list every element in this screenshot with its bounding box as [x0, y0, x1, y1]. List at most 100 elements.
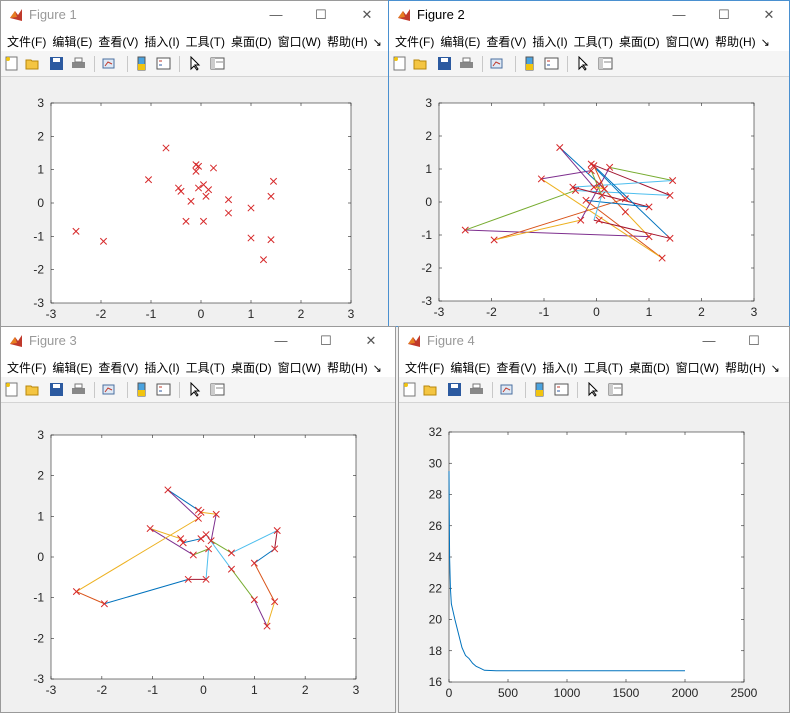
- menu-insert[interactable]: 插入(I): [144, 35, 180, 49]
- save-icon[interactable]: [447, 382, 462, 397]
- menu-window[interactable]: 窗口(W): [277, 35, 321, 49]
- y-tick-label: -1: [421, 228, 432, 242]
- figure-1-titlebar[interactable]: Figure 1 — ☐ ✕: [1, 1, 388, 29]
- open-file-icon[interactable]: [423, 382, 438, 397]
- menu-tools[interactable]: 工具(T): [185, 35, 225, 49]
- y-tick-label: 20: [429, 613, 443, 627]
- maximize-button[interactable]: ☐: [320, 333, 332, 348]
- menu-overflow-icon[interactable]: ↘: [770, 363, 780, 375]
- link-plot-icon[interactable]: [101, 56, 116, 71]
- insert-legend-icon[interactable]: [554, 382, 569, 397]
- minimize-button[interactable]: —: [274, 333, 288, 348]
- menu-edit[interactable]: 编辑(E): [52, 35, 93, 49]
- menu-file[interactable]: 文件(F): [7, 361, 47, 375]
- save-icon[interactable]: [49, 382, 64, 397]
- insert-colorbar-icon[interactable]: [522, 56, 537, 71]
- maximize-button[interactable]: ☐: [315, 7, 327, 22]
- menu-edit[interactable]: 编辑(E): [52, 361, 93, 375]
- new-figure-icon[interactable]: [402, 382, 417, 397]
- menu-help[interactable]: 帮助(H): [724, 361, 766, 375]
- link-plot-icon[interactable]: [101, 382, 116, 397]
- edit-plot-icon[interactable]: [188, 382, 203, 397]
- menu-desktop[interactable]: 桌面(D): [618, 35, 660, 49]
- maximize-button[interactable]: ☐: [718, 7, 730, 22]
- maximize-button[interactable]: ☐: [748, 333, 760, 348]
- y-tick-label: 30: [429, 456, 443, 470]
- menu-help[interactable]: 帮助(H): [326, 35, 368, 49]
- open-file-icon[interactable]: [413, 56, 428, 71]
- insert-colorbar-icon[interactable]: [532, 382, 547, 397]
- close-button[interactable]: ✕: [361, 7, 373, 22]
- menu-overflow-icon[interactable]: ↘: [372, 37, 382, 49]
- menu-window[interactable]: 窗口(W): [675, 361, 719, 375]
- link-plot-icon[interactable]: [499, 382, 514, 397]
- menu-insert[interactable]: 插入(I): [532, 35, 568, 49]
- menu-view[interactable]: 查看(V): [98, 361, 139, 375]
- menu-overflow-icon[interactable]: ↘: [760, 37, 770, 49]
- figure-2-titlebar[interactable]: Figure 2 — ☐ ✕: [389, 1, 789, 29]
- menu-tools[interactable]: 工具(T): [185, 361, 225, 375]
- menu-insert[interactable]: 插入(I): [542, 361, 578, 375]
- route-segment: [266, 601, 276, 627]
- menu-file[interactable]: 文件(F): [405, 361, 445, 375]
- open-file-icon[interactable]: [25, 382, 40, 397]
- menu-view[interactable]: 查看(V): [496, 361, 537, 375]
- menu-tools[interactable]: 工具(T): [573, 35, 613, 49]
- new-figure-icon[interactable]: [4, 56, 19, 71]
- axes-box[interactable]: [438, 102, 755, 302]
- minimize-button[interactable]: —: [702, 333, 716, 348]
- close-button[interactable]: ✕: [763, 7, 775, 22]
- save-icon[interactable]: [437, 56, 452, 71]
- print-icon[interactable]: [459, 56, 474, 71]
- print-icon[interactable]: [71, 56, 86, 71]
- route-segment: [585, 199, 663, 259]
- property-inspector-icon[interactable]: [608, 382, 623, 397]
- property-inspector-icon[interactable]: [598, 56, 613, 71]
- menu-file[interactable]: 文件(F): [7, 35, 47, 49]
- x-tick-label: 500: [498, 686, 518, 700]
- menu-window[interactable]: 窗口(W): [277, 361, 321, 375]
- y-tick-label: 1: [425, 162, 432, 176]
- menu-view[interactable]: 查看(V): [98, 35, 139, 49]
- menu-insert[interactable]: 插入(I): [144, 361, 180, 375]
- edit-plot-icon[interactable]: [188, 56, 203, 71]
- data-point-marker: [556, 143, 564, 152]
- axes-box[interactable]: [448, 431, 745, 683]
- menu-tools[interactable]: 工具(T): [583, 361, 623, 375]
- print-icon[interactable]: [71, 382, 86, 397]
- insert-colorbar-icon[interactable]: [134, 382, 149, 397]
- minimize-button[interactable]: —: [672, 7, 686, 22]
- figure-toolbar: [1, 377, 395, 403]
- property-inspector-icon[interactable]: [210, 56, 225, 71]
- menu-edit[interactable]: 编辑(E): [440, 35, 481, 49]
- property-inspector-icon[interactable]: [210, 382, 225, 397]
- menu-edit[interactable]: 编辑(E): [450, 361, 491, 375]
- axes-box[interactable]: [50, 434, 357, 680]
- new-figure-icon[interactable]: [392, 56, 407, 71]
- edit-plot-icon[interactable]: [586, 382, 601, 397]
- print-icon[interactable]: [469, 382, 484, 397]
- insert-legend-icon[interactable]: [544, 56, 559, 71]
- menu-view[interactable]: 查看(V): [486, 35, 527, 49]
- menu-file[interactable]: 文件(F): [395, 35, 435, 49]
- menu-overflow-icon[interactable]: ↘: [372, 363, 382, 375]
- menu-window[interactable]: 窗口(W): [665, 35, 709, 49]
- insert-colorbar-icon[interactable]: [134, 56, 149, 71]
- insert-legend-icon[interactable]: [156, 382, 171, 397]
- open-file-icon[interactable]: [25, 56, 40, 71]
- figure-3-titlebar[interactable]: Figure 3 — ☐ ✕: [1, 327, 395, 355]
- menu-desktop[interactable]: 桌面(D): [628, 361, 670, 375]
- link-plot-icon[interactable]: [489, 56, 504, 71]
- menu-help[interactable]: 帮助(H): [326, 361, 368, 375]
- new-figure-icon[interactable]: [4, 382, 19, 397]
- menu-desktop[interactable]: 桌面(D): [230, 35, 272, 49]
- close-button[interactable]: ✕: [365, 333, 377, 348]
- menu-help[interactable]: 帮助(H): [714, 35, 756, 49]
- insert-legend-icon[interactable]: [156, 56, 171, 71]
- minimize-button[interactable]: —: [269, 7, 283, 22]
- edit-plot-icon[interactable]: [576, 56, 591, 71]
- axes-box[interactable]: [50, 102, 352, 304]
- figure-4-titlebar[interactable]: Figure 4 — ☐: [399, 327, 789, 355]
- menu-desktop[interactable]: 桌面(D): [230, 361, 272, 375]
- save-icon[interactable]: [49, 56, 64, 71]
